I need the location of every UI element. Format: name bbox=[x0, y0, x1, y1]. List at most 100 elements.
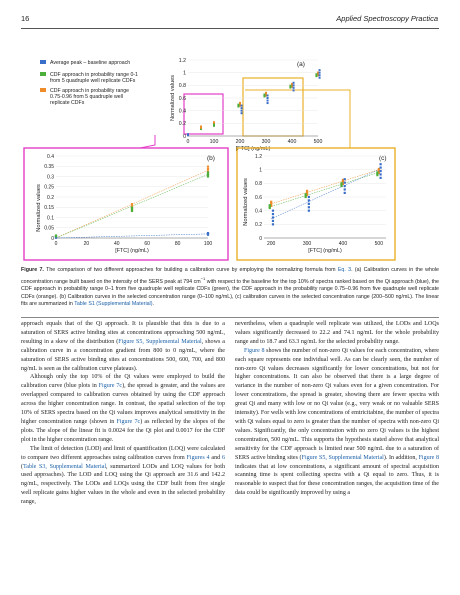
x-tick-label: 100 bbox=[204, 241, 213, 247]
cdf-selected-point bbox=[341, 178, 345, 182]
paragraph: nevertheless, when a quadruple well repl… bbox=[235, 320, 439, 347]
caption-superscript: −1 bbox=[200, 275, 206, 281]
cdf-full-point bbox=[268, 206, 271, 210]
panel-a-gold-box bbox=[242, 77, 304, 137]
y-tick-label: 0.6 bbox=[179, 96, 186, 102]
x-tick-label: 0 bbox=[55, 241, 58, 247]
y-tick-label: 0 bbox=[51, 236, 54, 242]
cdf-full-point bbox=[206, 173, 210, 176]
paragraph-text: ( bbox=[21, 463, 24, 470]
cross-reference-link[interactable]: Figure 8 bbox=[418, 454, 439, 461]
y-tick-label: 0.8 bbox=[255, 181, 262, 187]
qi-point bbox=[240, 104, 243, 107]
legend-swatch-green bbox=[40, 72, 46, 76]
y-tick-label: 0.4 bbox=[47, 154, 54, 160]
caption-rule bbox=[21, 317, 439, 318]
qi-point bbox=[307, 195, 310, 199]
panel-c-frame bbox=[236, 147, 396, 261]
qi-point bbox=[318, 76, 321, 79]
cdf-selected-point bbox=[265, 91, 267, 94]
body-column-left: approach equals that of the Qi approach.… bbox=[21, 320, 225, 507]
qi-point bbox=[266, 94, 269, 97]
cross-reference-link[interactable]: Table S3, Supplemental Material bbox=[23, 463, 107, 470]
cross-reference-link[interactable]: Figure 8 bbox=[244, 347, 265, 354]
panel-c: Normalized values (c) 0 0.2 0.4 0.6 0.8 1 1.2 2… bbox=[236, 147, 396, 261]
qi-point bbox=[240, 107, 243, 110]
cdf-selected-point bbox=[305, 191, 309, 194]
cdf-selected-point bbox=[377, 169, 380, 172]
qi-point bbox=[343, 191, 346, 194]
legend-entry-cdf-full: CDF approach in probability range 0-1 fr… bbox=[50, 72, 139, 84]
fit-line bbox=[55, 233, 209, 239]
qi-point bbox=[271, 216, 275, 219]
panel-b-ylabel: Normalized values bbox=[36, 184, 42, 232]
qi-point bbox=[266, 97, 269, 99]
caption-label: Figure 7. bbox=[21, 267, 44, 273]
cross-reference-link[interactable]: Figure S5, Supplemental Material bbox=[118, 338, 202, 345]
x-tick-label: 400 bbox=[339, 241, 348, 247]
qi-point bbox=[240, 112, 243, 115]
panel-a-ylabel: Normalized values bbox=[170, 75, 176, 121]
qi-point bbox=[266, 99, 269, 102]
x-tick-label: 20 bbox=[84, 241, 90, 247]
caption-table-link[interactable]: Table S1 (Supplemental Material) bbox=[74, 301, 153, 308]
qi-point bbox=[206, 231, 210, 235]
qi-point bbox=[271, 209, 275, 212]
qi-point bbox=[307, 199, 310, 202]
panel-b-frame bbox=[23, 147, 229, 261]
y-tick-label: 0.4 bbox=[179, 108, 186, 114]
y-tick-label: 0 bbox=[183, 134, 186, 140]
cdf-selected-point bbox=[130, 203, 134, 206]
y-tick-label: 0.1 bbox=[47, 215, 54, 221]
paragraph: The limit of detection (LOD) and limit o… bbox=[21, 445, 225, 507]
qi-point bbox=[379, 176, 382, 179]
y-tick-label: 1 bbox=[183, 70, 186, 76]
cdf-full-point bbox=[340, 182, 343, 185]
fit-line bbox=[271, 169, 379, 205]
y-tick-label: 0.4 bbox=[255, 208, 262, 214]
x-tick-label: 200 bbox=[267, 241, 276, 247]
x-tick-label: 400 bbox=[288, 139, 297, 145]
y-tick-label: 0.25 bbox=[44, 185, 54, 191]
y-tick-label: 0 bbox=[259, 236, 262, 242]
qi-point bbox=[379, 173, 382, 176]
caption-eq-link[interactable]: Eq. 3 bbox=[337, 267, 352, 273]
caption-text: . (a) Calibration curves in the whole co… bbox=[21, 267, 439, 285]
qi-point bbox=[379, 163, 382, 166]
cdf-full-point bbox=[130, 209, 134, 213]
figure-7: Average peak – baseline approach CDF app… bbox=[23, 58, 396, 261]
page-header: 16 Applied Spectroscopy Practica bbox=[0, 14, 460, 26]
cdf-selected-point bbox=[377, 170, 380, 173]
legend-line: from 5 quadruple well replicate CDFs bbox=[50, 78, 136, 84]
cdf-full-point bbox=[130, 206, 134, 209]
x-tick-label: 40 bbox=[114, 241, 120, 247]
paragraph-text: ) as reflected by the slopes of the plot… bbox=[21, 418, 225, 443]
cdf-selected-point bbox=[270, 204, 273, 207]
qi-point bbox=[271, 223, 275, 226]
cross-reference-link[interactable]: Figure S5, Supplemental Material bbox=[301, 454, 384, 461]
paragraph-text: and bbox=[209, 454, 222, 461]
legend-line: CDF approach in probability range 0-1 bbox=[50, 72, 138, 78]
cdf-selected-point bbox=[206, 168, 210, 171]
cdf-full-point bbox=[289, 84, 292, 87]
qi-point bbox=[307, 206, 310, 209]
fit-line bbox=[271, 169, 379, 220]
legend-swatch-orange bbox=[40, 88, 46, 92]
cross-reference-link[interactable]: 6 bbox=[221, 454, 226, 461]
qi-point bbox=[343, 188, 346, 191]
caption-text: with respect to the baseline for the top… bbox=[21, 278, 439, 308]
paragraph-text: The limit of detection (LOD) and limit o… bbox=[21, 445, 225, 461]
cross-reference-link[interactable]: Figure 7c bbox=[98, 383, 123, 390]
paragraph-text: , shows a calibration curve in a concent… bbox=[21, 338, 225, 372]
cdf-selected-point bbox=[305, 193, 309, 197]
y-tick-label: 0.6 bbox=[255, 195, 262, 201]
cross-reference-link[interactable]: Figure 7c bbox=[116, 418, 141, 425]
cross-reference-link[interactable]: Figures 4 bbox=[186, 454, 210, 461]
panel-b-tag: (b) bbox=[207, 155, 215, 162]
cdf-full-point bbox=[340, 183, 343, 186]
qi-point bbox=[292, 84, 295, 87]
cdf-full-point bbox=[340, 184, 343, 188]
qi-point bbox=[307, 202, 310, 205]
panel-c-tag: (c) bbox=[379, 155, 387, 162]
y-tick-label: 1.2 bbox=[255, 154, 262, 160]
